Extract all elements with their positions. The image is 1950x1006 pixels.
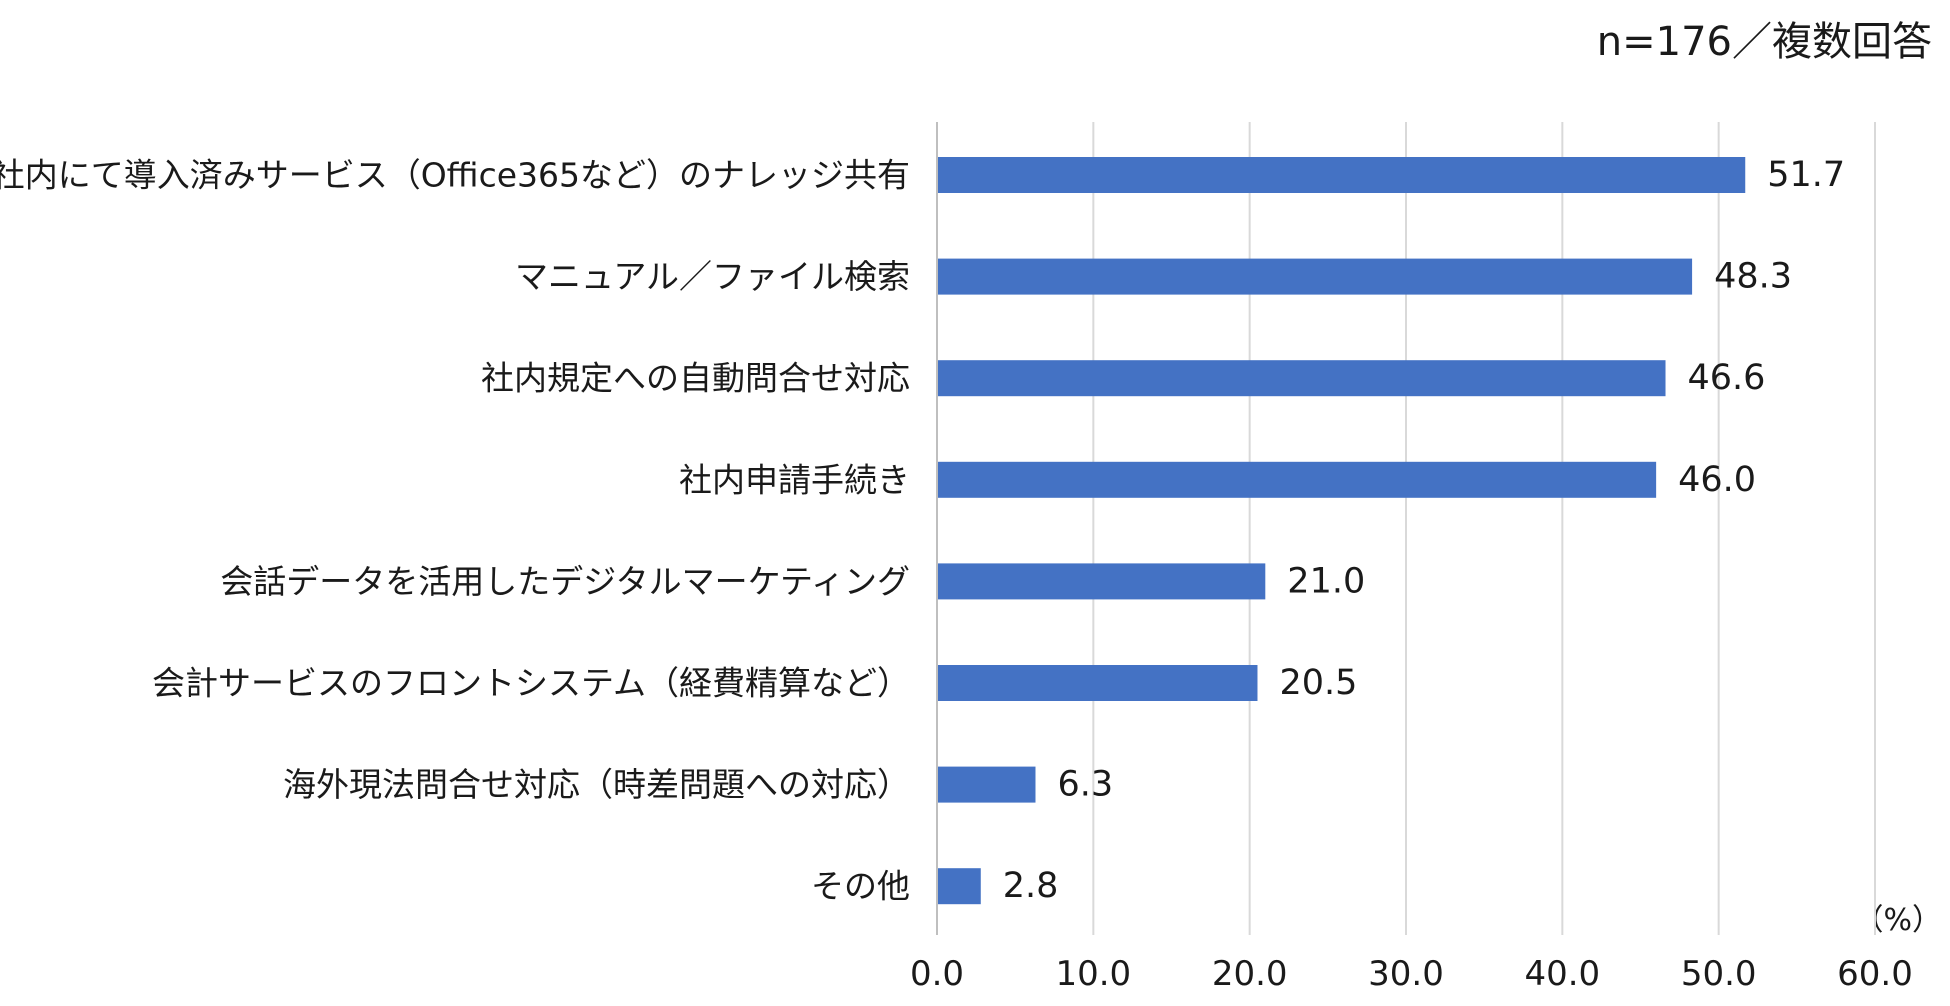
bar	[937, 258, 1693, 295]
unit-label: （%）	[1853, 903, 1942, 938]
bar	[937, 563, 1266, 600]
value-label: 46.0	[1678, 460, 1756, 500]
category-label: 海外現法問合せ対応（時差問題への対応）	[283, 765, 910, 804]
value-label: 46.6	[1688, 358, 1766, 398]
x-tick-label: 60.0	[1837, 954, 1913, 994]
bar	[937, 665, 1258, 701]
value-label: 48.3	[1714, 257, 1792, 297]
bar	[937, 766, 1036, 803]
bar	[937, 868, 981, 905]
gridlines	[1092, 122, 1876, 935]
category-labels: 社内にて導入済みサービス（Office365など）のナレッジ共有マニュアル／ファ…	[0, 156, 910, 906]
value-labels: 51.7 48.3 46.6 46.0 21.0 20.5 6.3 2.8	[1003, 155, 1845, 906]
category-label: 会計サービスのフロントシステム（経費精算など）	[152, 664, 910, 703]
bar	[937, 157, 1746, 193]
x-tick-label: 40.0	[1524, 954, 1600, 994]
x-tick-label: 0.0	[910, 954, 964, 994]
value-label: 2.8	[1003, 866, 1059, 906]
bar	[937, 461, 1657, 498]
x-axis-ticks: 0.0 10.0 20.0 30.0 40.0 50.0 60.0	[910, 954, 1913, 994]
category-label: 社内規定への自動問合せ対応	[481, 359, 910, 398]
value-label: 51.7	[1767, 155, 1845, 195]
category-label: マニュアル／ファイル検索	[515, 257, 910, 296]
x-tick-label: 50.0	[1681, 954, 1757, 994]
x-tick-label: 30.0	[1368, 954, 1444, 994]
category-label: その他	[811, 867, 910, 906]
value-label: 21.0	[1287, 561, 1365, 601]
value-label: 20.5	[1279, 663, 1357, 703]
category-label: 社内申請手続き	[679, 460, 910, 499]
x-tick-label: 10.0	[1055, 954, 1131, 994]
value-label: 6.3	[1057, 765, 1113, 805]
bars	[937, 157, 1746, 905]
category-label: 社内にて導入済みサービス（Office365など）のナレッジ共有	[0, 156, 910, 195]
bar	[937, 360, 1666, 397]
sample-note: n=176／複数回答	[1597, 19, 1932, 65]
x-tick-label: 20.0	[1212, 954, 1288, 994]
category-label: 会話データを活用したデジタルマーケティング	[220, 562, 910, 601]
